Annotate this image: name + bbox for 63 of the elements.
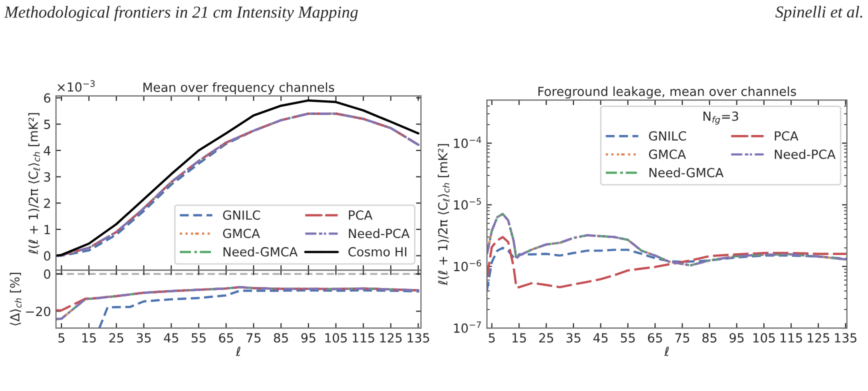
x-tick-label: 15 — [82, 333, 96, 343]
legend-label: PCA — [348, 210, 372, 220]
y-axis-title: ℓ(ℓ + 1)/2π ⟨C$_{ℓ}$⟩$_{ch}$ [mK²] — [28, 113, 40, 254]
x-tick-label: 135 — [408, 333, 430, 343]
y-tick-label: 3 — [44, 172, 50, 182]
x-tick-label: 35 — [136, 333, 151, 343]
x-tick-label: 95 — [730, 333, 744, 343]
legend-title: N$_{fg}$=3 — [704, 111, 738, 125]
x-tick-label: 45 — [164, 333, 178, 343]
x-tick-label: 25 — [109, 333, 124, 343]
y-tick-label: 6 — [44, 93, 50, 103]
legend-label: GNILC — [648, 131, 686, 141]
text: Spinelli et al. — [775, 6, 862, 21]
x-axis-title: ℓ — [236, 346, 240, 356]
x-tick-label: 115 — [352, 333, 374, 343]
legend-label: Need-GMCA — [224, 246, 298, 257]
legend-label: Need-PCA — [774, 149, 836, 159]
y-tick-label: 0 — [44, 251, 50, 261]
x-tick-label: 75 — [246, 333, 260, 343]
x-tick-label: 55 — [620, 333, 635, 343]
y-tick-label: 10$^{−4}$ — [454, 136, 482, 148]
text: Methodological frontiers in 21 cm Intensity Mapping — [4, 6, 358, 22]
x-tick-label: 115 — [780, 333, 802, 343]
legend-label: Cosmo HI — [348, 247, 406, 257]
x-tick-label: 125 — [380, 333, 402, 343]
legend-label: PCA — [774, 131, 798, 141]
x-tick-label: 65 — [648, 333, 662, 343]
y-tick-label: −20 — [26, 306, 50, 316]
x-tick-label: 85 — [274, 333, 288, 343]
x-tick-label: 135 — [834, 333, 856, 343]
text: ×10$^{−3}$ — [58, 80, 95, 92]
chart-title: Mean over frequency channels — [143, 82, 334, 94]
x-tick-label: 5 — [58, 333, 64, 343]
x-tick-label: 55 — [192, 333, 206, 343]
y-tick-label: 4 — [44, 146, 50, 156]
y-tick-label: 1 — [44, 225, 50, 234]
x-tick-label: 65 — [219, 333, 233, 343]
x-tick-label: 45 — [593, 333, 608, 343]
y-axis-title: ⟨Δ⟩$_{ch}$ [%] — [10, 272, 22, 326]
legend-label: Need-GMCA — [650, 168, 724, 178]
y-tick-label: 0 — [44, 269, 50, 279]
x-axis-title: ℓ — [664, 346, 669, 356]
legend-label: GNILC — [223, 210, 260, 220]
y-tick-label: 10$^{−7}$ — [454, 322, 481, 333]
y-tick-label: 10$^{−5}$ — [454, 198, 481, 210]
x-tick-label: 105 — [325, 333, 347, 343]
y-tick-label: 5 — [44, 120, 50, 130]
x-tick-label: 5 — [488, 333, 495, 343]
x-tick-label: 105 — [753, 333, 775, 343]
chart-title: Foreground leakage, mean over channels — [538, 86, 796, 99]
x-tick-label: 75 — [675, 333, 690, 343]
legend-label: GMCA — [223, 228, 260, 238]
y-tick-label: 10$^{−6}$ — [454, 260, 482, 272]
x-tick-label: 95 — [301, 333, 316, 343]
y-tick-label: 2 — [44, 198, 50, 208]
legend-label: Need-PCA — [348, 228, 410, 238]
x-tick-label: 35 — [566, 333, 580, 343]
legend-label: GMCA — [648, 150, 686, 159]
x-tick-label: 85 — [702, 333, 716, 343]
x-tick-label: 125 — [808, 333, 830, 343]
x-tick-label: 25 — [539, 333, 554, 343]
x-tick-label: 15 — [512, 333, 526, 343]
y-axis-title: ℓ(ℓ + 1)/2π ⟨C$_{ℓ}$⟩$_{ch}$ [mK²] — [438, 144, 450, 286]
